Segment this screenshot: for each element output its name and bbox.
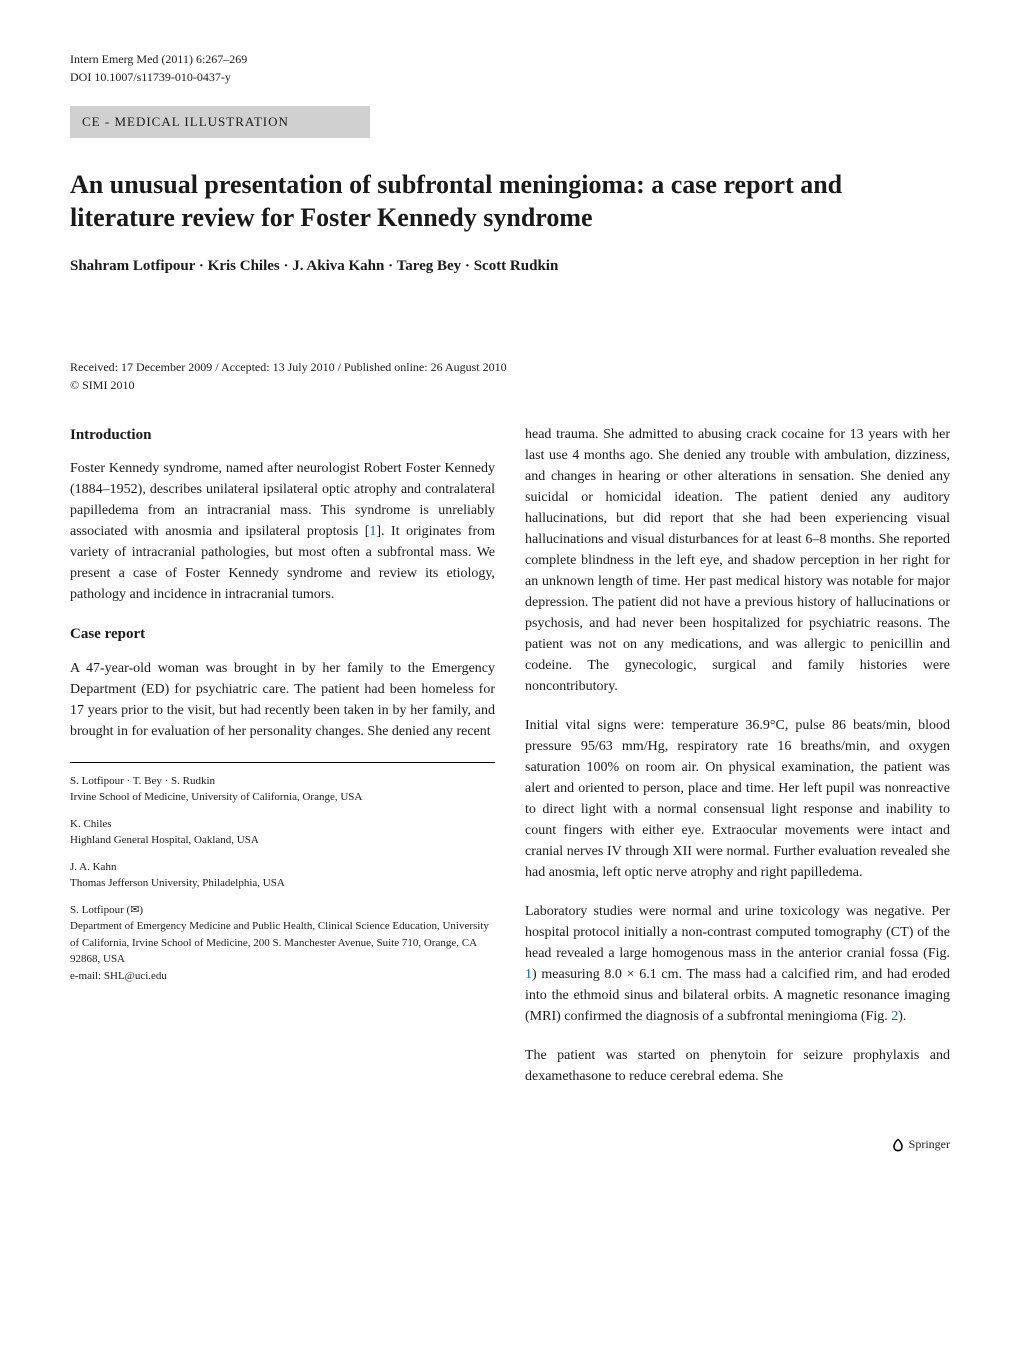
case-report-paragraph-1: A 47-year-old woman was brought in by he…: [70, 658, 495, 742]
introduction-heading: Introduction: [70, 424, 495, 447]
vital-signs-paragraph: Initial vital signs were: temperature 36…: [525, 715, 950, 883]
case-report-paragraph-2: head trauma. She admitted to abusing cra…: [525, 424, 950, 697]
springer-logo-icon: [890, 1137, 906, 1153]
affiliation-1-institution: Irvine School of Medicine, University of…: [70, 791, 362, 803]
footer: Springer: [70, 1135, 950, 1153]
case-report-heading: Case report: [70, 623, 495, 646]
publisher-name: Springer: [909, 1137, 950, 1151]
left-column: Introduction Foster Kennedy syndrome, na…: [70, 424, 495, 1105]
affiliation-3-institution: Thomas Jefferson University, Philadelphi…: [70, 877, 285, 889]
affiliation-3-authors: J. A. Kahn: [70, 861, 116, 873]
doi: DOI 10.1007/s11739-010-0437-y: [70, 68, 247, 86]
article-title: An unusual presentation of subfrontal me…: [70, 168, 950, 236]
journal-reference: Intern Emerg Med (2011) 6:267–269: [70, 50, 247, 68]
treatment-paragraph: The patient was started on phenytoin for…: [525, 1045, 950, 1087]
affiliation-1-authors: S. Lotfipour · T. Bey · S. Rudkin: [70, 775, 215, 787]
corresponding-email: e-mail: SHL@uci.edu: [70, 970, 167, 982]
header-meta: Intern Emerg Med (2011) 6:267–269 DOI 10…: [70, 50, 950, 86]
dates-line: Received: 17 December 2009 / Accepted: 1…: [70, 358, 950, 376]
affiliation-2-institution: Highland General Hospital, Oakland, USA: [70, 834, 259, 846]
copyright-line: © SIMI 2010: [70, 376, 950, 394]
affiliation-4-authors: S. Lotfipour (✉): [70, 904, 143, 916]
affiliation-2-authors: K. Chiles: [70, 818, 112, 830]
affiliation-4-institution: Department of Emergency Medicine and Pub…: [70, 920, 489, 965]
lab-studies-paragraph: Laboratory studies were normal and urine…: [525, 901, 950, 1027]
right-column: head trauma. She admitted to abusing cra…: [525, 424, 950, 1105]
figure-link-1[interactable]: 1: [525, 967, 532, 982]
two-column-layout: Introduction Foster Kennedy syndrome, na…: [70, 424, 950, 1105]
authors-list: Shahram Lotfipour · Kris Chiles · J. Aki…: [70, 255, 950, 278]
section-label: CE - MEDICAL ILLUSTRATION: [70, 106, 370, 138]
author-affiliations: S. Lotfipour · T. Bey · S. Rudkin Irvine…: [70, 762, 495, 985]
introduction-paragraph: Foster Kennedy syndrome, named after neu…: [70, 458, 495, 605]
